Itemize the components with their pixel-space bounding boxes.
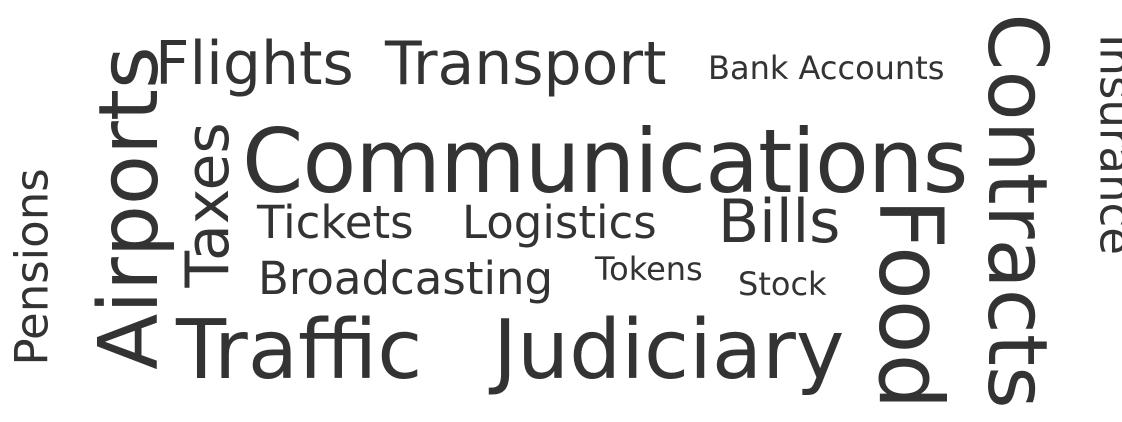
word-flights: Flights xyxy=(155,29,354,99)
word-taxes: Taxes xyxy=(173,122,243,288)
word-transport: Transport xyxy=(385,29,667,99)
word-communications: Communications xyxy=(242,110,968,213)
word-tickets: Tickets xyxy=(257,196,414,249)
word-tokens: Tokens xyxy=(595,250,703,288)
word-broadcasting: Broadcasting xyxy=(258,252,554,305)
word-airports: Airports xyxy=(82,46,177,370)
word-traffic: Traffic xyxy=(176,303,423,398)
word-stock: Stock xyxy=(738,265,827,303)
word-bills: Bills xyxy=(718,187,841,257)
word-insurance: Insurance xyxy=(1089,34,1122,255)
word-judiciary: Judiciary xyxy=(493,303,845,398)
word-pensions: Pensions xyxy=(5,168,59,366)
word-contracts: Contracts xyxy=(969,13,1064,409)
word-bank-accounts: Bank Accounts xyxy=(708,49,945,87)
word-logistics: Logistics xyxy=(462,196,657,249)
word-food: Food xyxy=(859,198,962,410)
